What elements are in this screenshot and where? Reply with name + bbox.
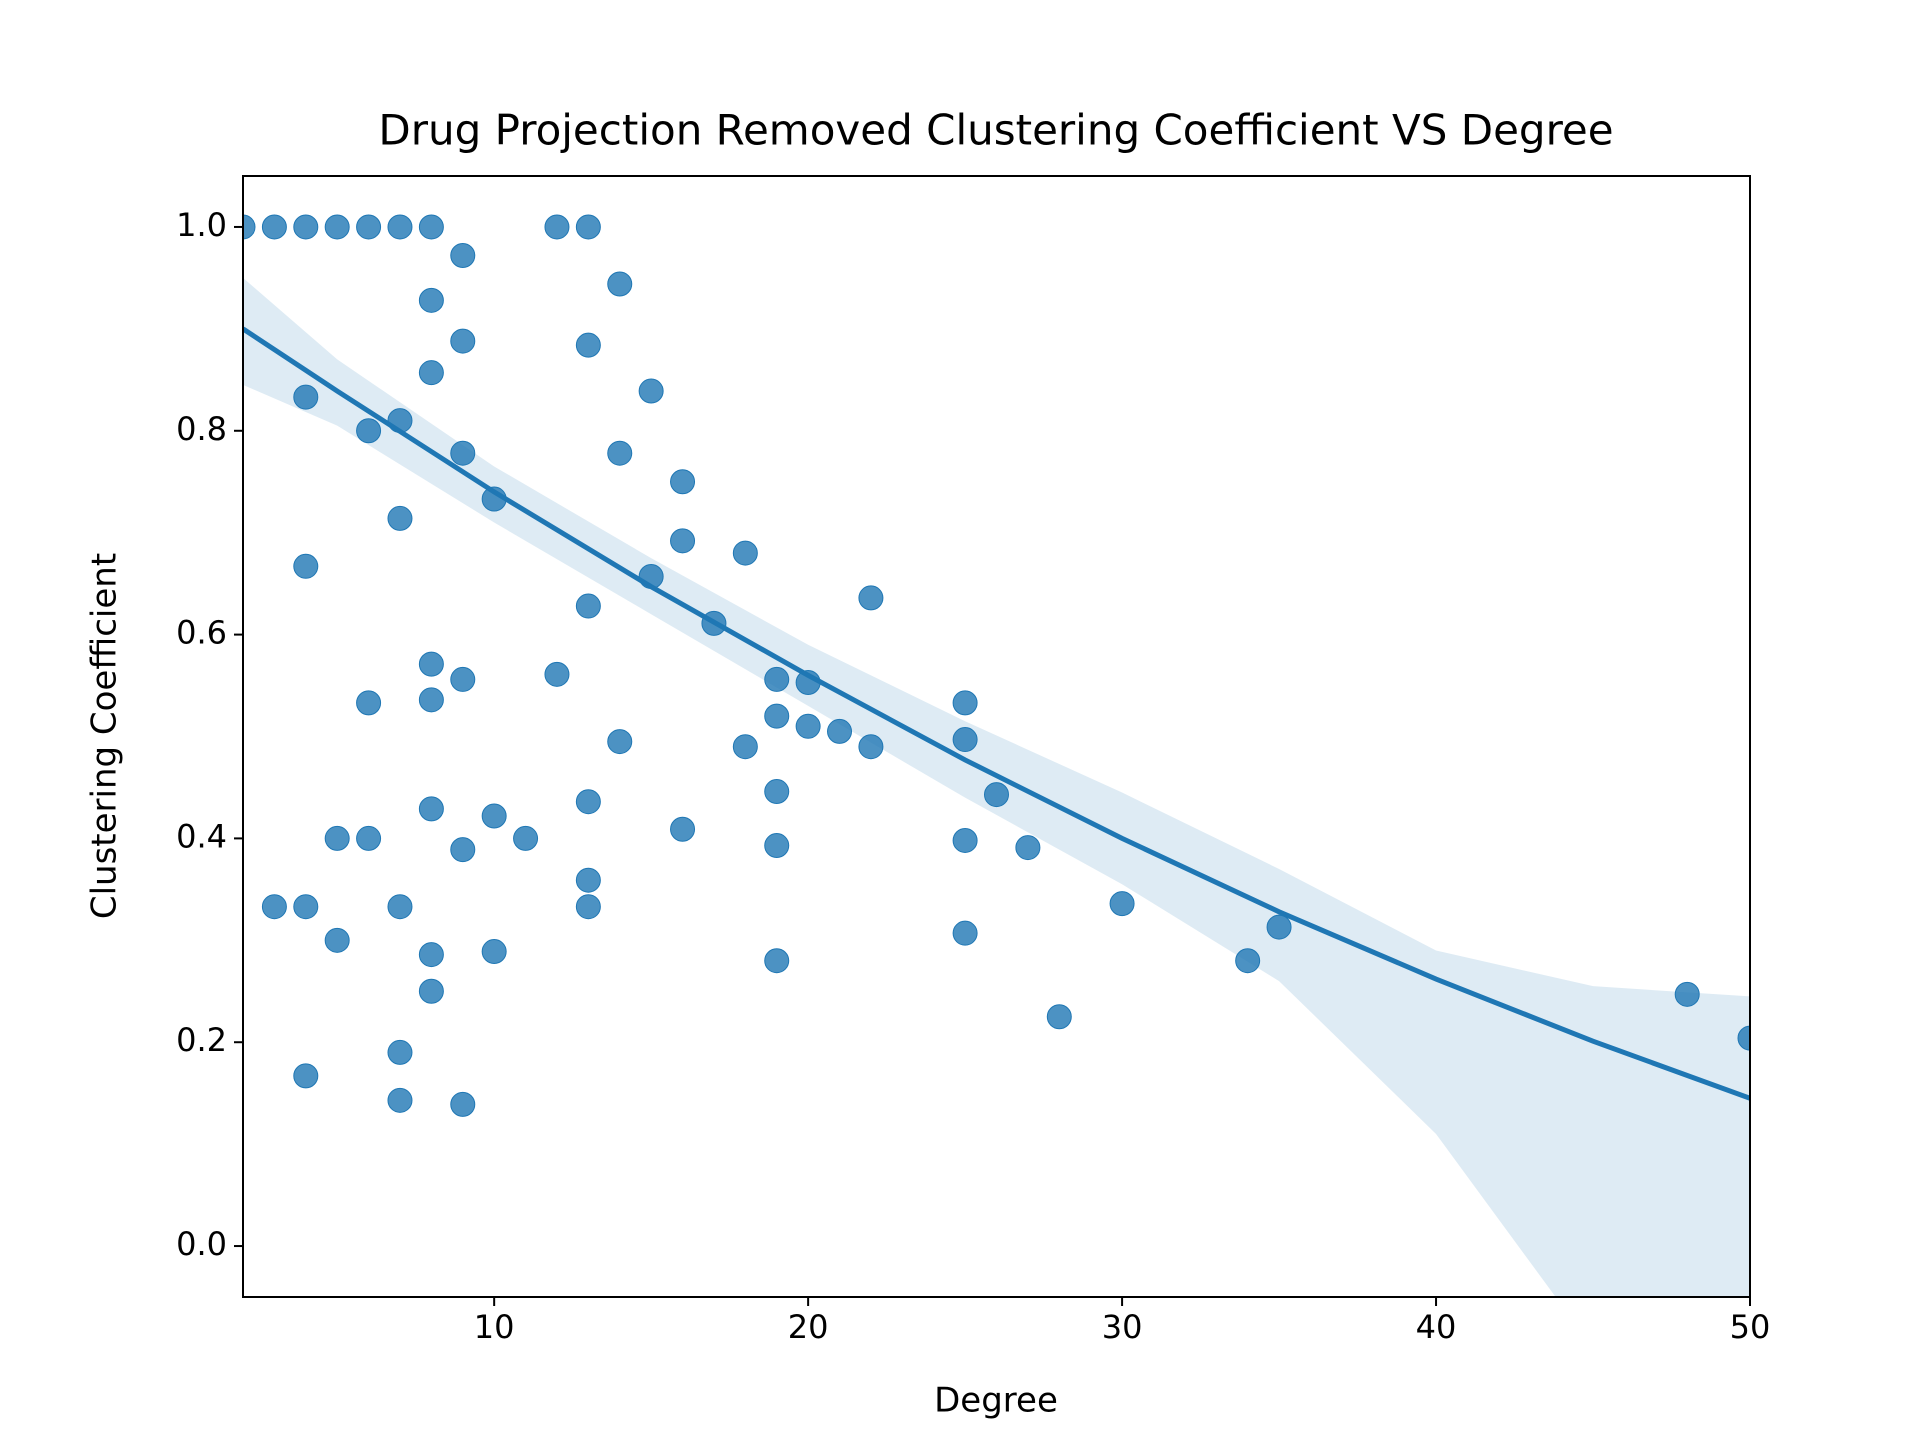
point xyxy=(952,690,978,716)
point xyxy=(575,214,601,240)
point xyxy=(544,214,570,240)
point xyxy=(1046,1004,1072,1030)
plot-frame xyxy=(242,175,1751,1298)
point xyxy=(356,214,382,240)
point xyxy=(607,440,633,466)
point xyxy=(418,360,444,386)
point xyxy=(575,867,601,893)
point xyxy=(544,661,570,687)
point xyxy=(952,920,978,946)
point xyxy=(418,796,444,822)
point xyxy=(450,328,476,354)
x-axis-label: Degree xyxy=(934,1381,1058,1421)
point xyxy=(607,271,633,297)
point xyxy=(1674,981,1700,1007)
y-tick-label: 1.0 xyxy=(176,206,227,244)
point xyxy=(450,837,476,863)
point xyxy=(387,214,413,240)
point xyxy=(481,803,507,829)
point xyxy=(952,827,978,853)
point xyxy=(481,939,507,965)
point xyxy=(293,214,319,240)
point xyxy=(261,214,287,240)
point xyxy=(356,825,382,851)
point xyxy=(293,553,319,579)
point xyxy=(607,729,633,755)
point xyxy=(1109,891,1135,917)
point xyxy=(638,378,664,404)
point xyxy=(356,690,382,716)
point xyxy=(575,593,601,619)
point xyxy=(670,469,696,495)
x-tick-label: 20 xyxy=(788,1308,829,1346)
point xyxy=(418,214,444,240)
point xyxy=(764,833,790,859)
point xyxy=(764,703,790,729)
point xyxy=(293,1063,319,1089)
x-tick-label: 50 xyxy=(1730,1308,1771,1346)
point xyxy=(450,242,476,268)
point xyxy=(418,287,444,313)
y-tick-label: 0.8 xyxy=(176,410,227,448)
point xyxy=(450,666,476,692)
point xyxy=(952,727,978,753)
point xyxy=(356,418,382,444)
point xyxy=(764,948,790,974)
point xyxy=(513,825,539,851)
point xyxy=(418,687,444,713)
point xyxy=(387,505,413,531)
point xyxy=(293,384,319,410)
y-tick-label: 0.2 xyxy=(176,1021,227,1059)
y-axis-label: Clustering Coefficient xyxy=(85,553,125,919)
point xyxy=(575,789,601,815)
point xyxy=(324,214,350,240)
point xyxy=(1235,948,1261,974)
point xyxy=(732,540,758,566)
point xyxy=(293,894,319,920)
point xyxy=(450,1091,476,1117)
point xyxy=(324,927,350,953)
point xyxy=(670,528,696,554)
point xyxy=(858,734,884,760)
point xyxy=(984,782,1009,808)
y-tick-label: 0.4 xyxy=(176,817,227,855)
point xyxy=(418,942,444,968)
point xyxy=(387,1039,413,1065)
y-tick-label: 0.6 xyxy=(176,614,227,652)
point xyxy=(795,713,821,739)
chart-title: Drug Projection Removed Clustering Coeff… xyxy=(378,106,1613,155)
point xyxy=(1737,1025,1750,1051)
point xyxy=(1266,914,1292,940)
point xyxy=(450,440,476,466)
point xyxy=(243,214,256,240)
point xyxy=(575,894,601,920)
point xyxy=(261,894,287,920)
x-tick-label: 30 xyxy=(1102,1308,1143,1346)
point xyxy=(764,779,790,805)
regression-line xyxy=(243,326,1750,1101)
point xyxy=(670,816,696,842)
point xyxy=(418,651,444,677)
point xyxy=(764,666,790,692)
points xyxy=(243,214,1750,1117)
point xyxy=(1015,835,1041,861)
y-tick-label: 0.0 xyxy=(176,1225,227,1263)
x-tick-label: 40 xyxy=(1416,1308,1457,1346)
point xyxy=(418,978,444,1004)
point xyxy=(858,585,884,611)
axes: 10 20 30 40 50 0.0 0.2 0.4 0.6 0.8 1.0 xyxy=(176,175,1771,1346)
point xyxy=(387,1087,413,1113)
point xyxy=(324,825,350,851)
x-tick-label: 10 xyxy=(474,1308,515,1346)
point xyxy=(827,718,853,744)
point xyxy=(575,332,601,358)
point xyxy=(387,894,413,920)
point xyxy=(732,734,758,760)
